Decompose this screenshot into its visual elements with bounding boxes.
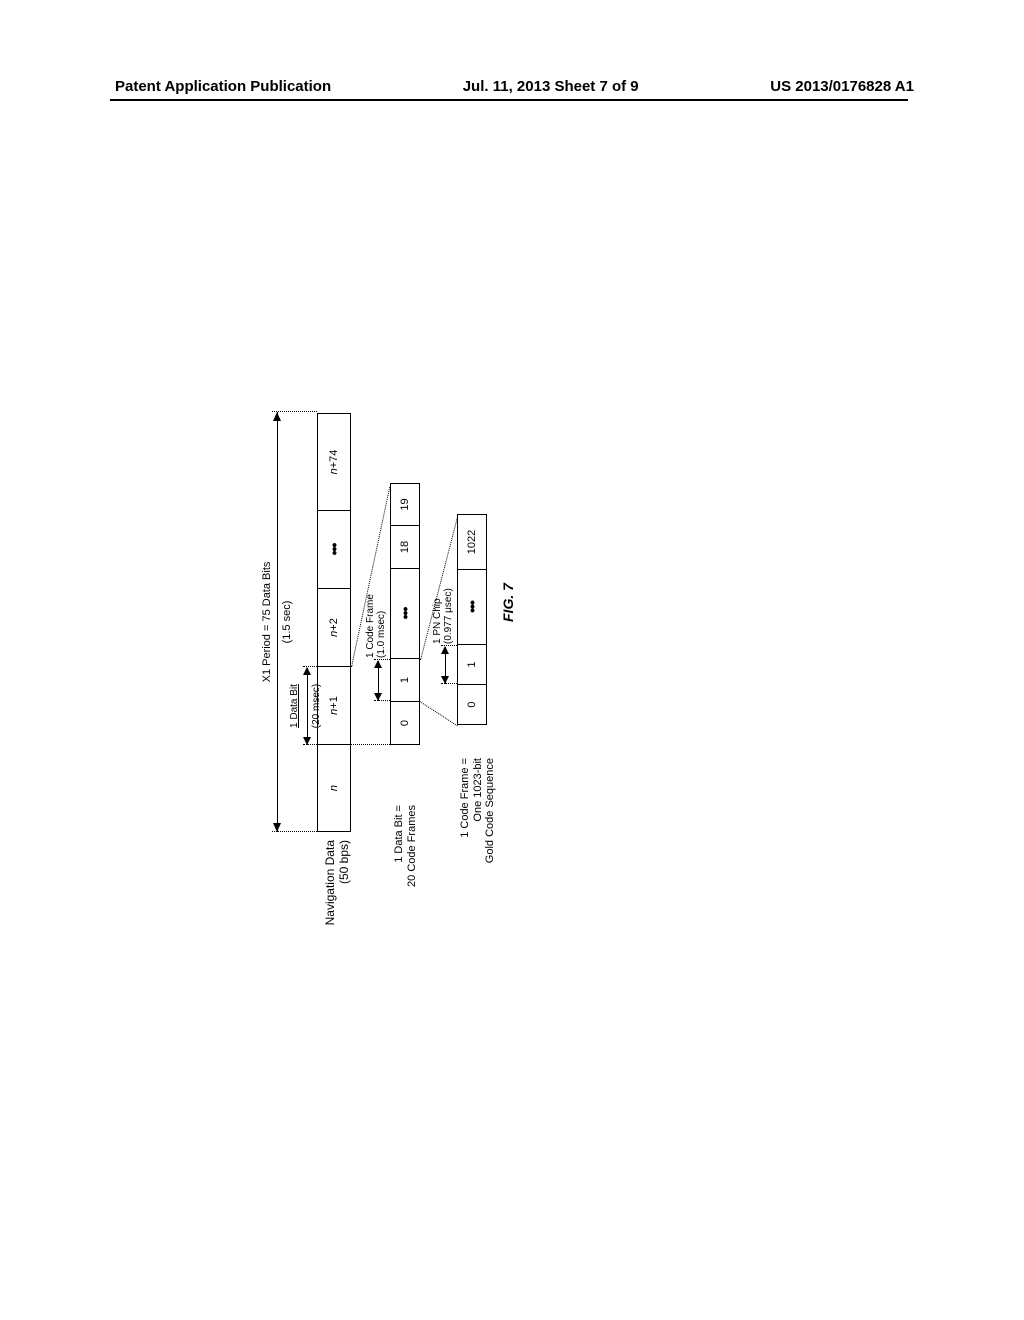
dotted-line [351,744,390,745]
nav-data-label: Navigation Data(50 bps) [323,840,352,960]
gold-code-label: 1 Code Frame =One 1023-bitGold Code Sequ… [459,758,497,908]
cell: n+1 [317,667,351,745]
arrow-right-icon [273,412,281,421]
page-header: Patent Application Publication Jul. 11, … [0,78,1024,95]
databit-label-l1: 1 Data Bit [290,647,300,765]
arrow-right-icon [441,646,449,654]
row-navigation-bits: nn+1n+2•••n+74 [317,413,351,832]
x1-duration-label: (1.5 sec) [281,412,293,832]
header-right: US 2013/0176828 A1 [770,78,914,95]
figure-rotated-container: X1 Period = 75 Data Bits (1.5 sec) 1 Dat… [70,565,650,755]
databit-arrow-line [307,668,308,745]
code-frames-label: 1 Data Bit =20 Code Frames [393,805,419,925]
cell: n+2 [317,589,351,667]
arrow-left-icon [303,737,311,745]
header-rule [110,99,908,101]
cell: 18 [390,526,420,569]
arrow-left-icon [374,693,382,701]
arrow-left-icon [441,676,449,684]
arrow-right-icon [374,660,382,668]
cell: ••• [317,511,351,589]
figure-7: X1 Period = 75 Data Bits (1.5 sec) 1 Dat… [265,370,525,950]
cell: 0 [390,702,420,745]
header-center: Jul. 11, 2013 Sheet 7 of 9 [463,78,639,95]
cell: 19 [390,483,420,526]
figure-caption: FIG. 7 [500,583,516,622]
dotted-line [272,831,317,832]
arrow-right-icon [303,667,311,675]
cell: 1 [390,659,420,702]
row-code-frames: 01•••1819 [390,483,420,745]
cell: 1 [457,645,487,685]
dotted-line [272,411,317,412]
cell: ••• [457,570,487,645]
x1-period-label: X1 Period = 75 Data Bits [261,412,273,832]
cell: ••• [390,569,420,659]
pnchip-label: 1 PN Chip(0.977 μsec) [432,588,454,644]
header-left: Patent Application Publication [115,78,331,95]
row-gold-code: 01•••1022 [457,514,487,725]
cell: 0 [457,685,487,725]
cell: 1022 [457,514,487,570]
dotted-line [419,701,457,726]
codeframe-label: 1 Code Frame(1.0 msec) [365,594,387,658]
cell: n [317,745,351,832]
x1-arrow-line [277,412,278,832]
cell: n+74 [317,413,351,511]
